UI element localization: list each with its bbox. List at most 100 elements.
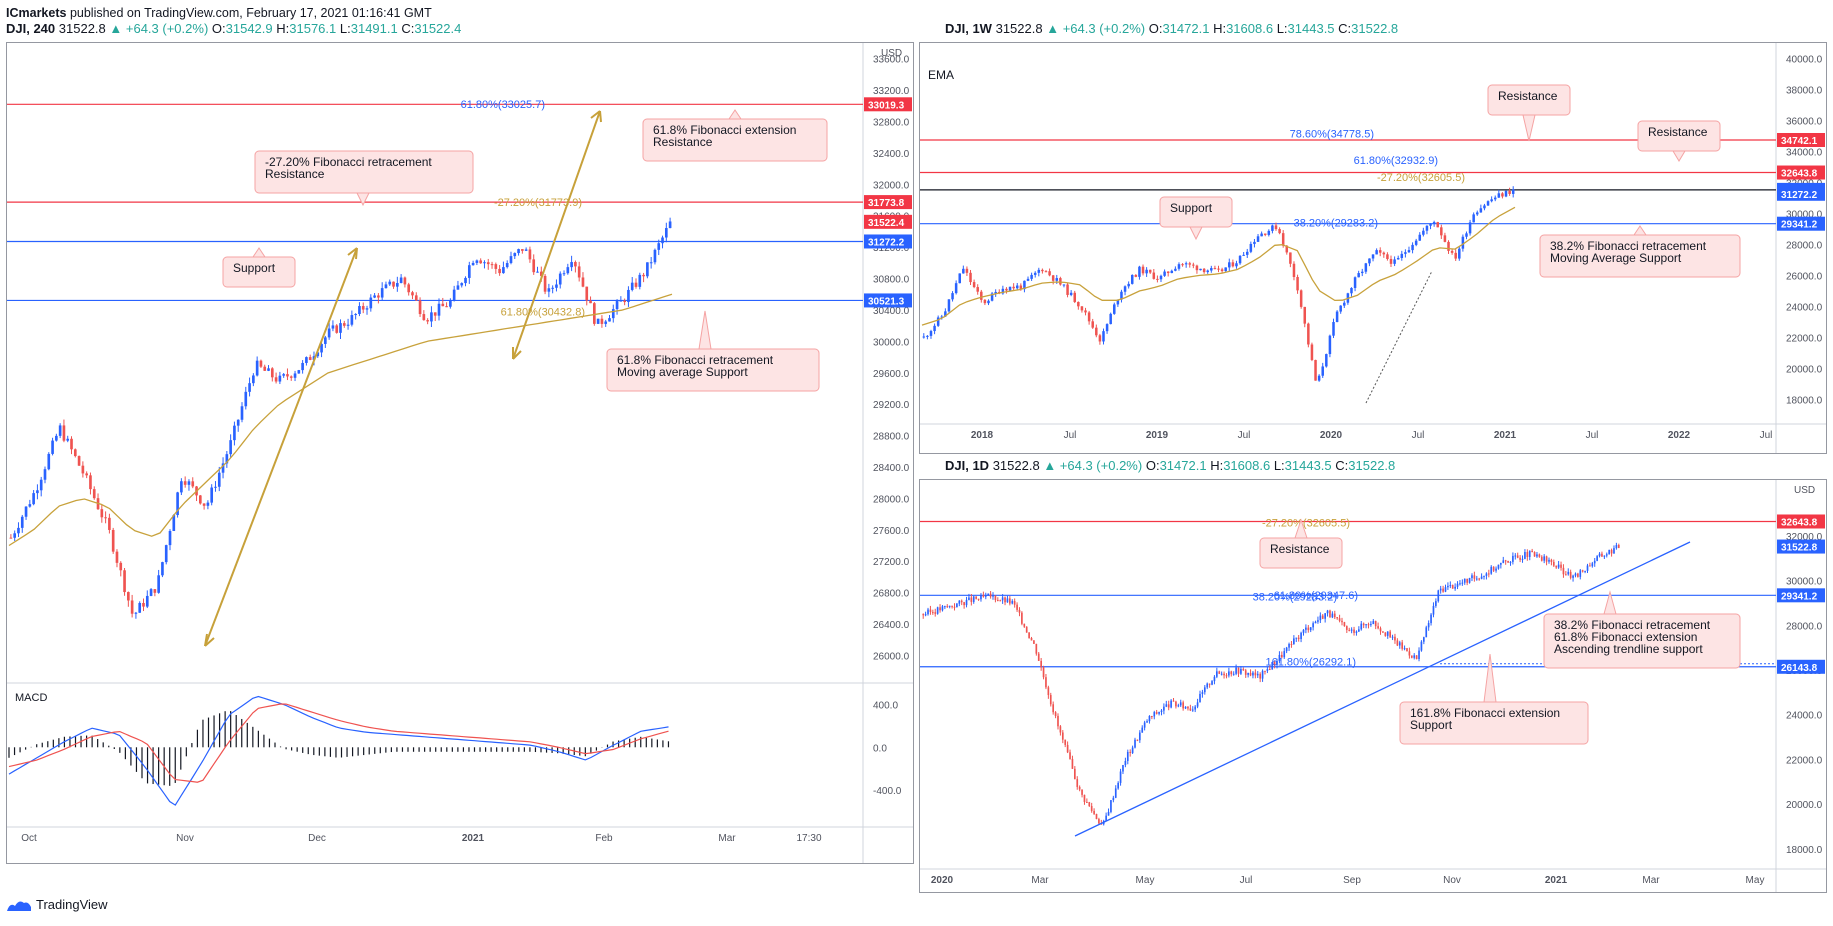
candle-body	[984, 595, 987, 597]
close-value: 31522.4	[414, 21, 462, 36]
candle-body	[1331, 613, 1334, 618]
y-tick-label: 30800.0	[873, 275, 910, 286]
candle-body	[1478, 578, 1481, 580]
candle-body	[221, 463, 225, 473]
candle-body	[1086, 801, 1088, 803]
candle-body	[1569, 571, 1572, 578]
candle-body	[161, 562, 164, 576]
y-tick-label: 29200.0	[873, 400, 910, 411]
candle-body	[1160, 710, 1163, 712]
chart-1d[interactable]: USD32000.030000.028000.026000.024000.022…	[919, 479, 1827, 893]
candle-body	[437, 303, 441, 316]
candle-body	[1090, 806, 1093, 811]
candle-body	[566, 267, 570, 274]
ema-line	[8, 293, 673, 547]
candle-body	[1274, 225, 1278, 230]
candle-body	[1393, 259, 1396, 264]
callout-text: Resistance	[1648, 125, 1708, 139]
candle-body	[1483, 575, 1485, 577]
candle-body	[1232, 673, 1235, 675]
candle-body	[377, 295, 380, 298]
price-label-box	[864, 195, 912, 210]
candle-body	[1533, 552, 1536, 557]
open-value: 31472.1	[1159, 458, 1207, 473]
candle-body	[1059, 726, 1062, 733]
candle-body	[1071, 758, 1074, 769]
candle-body	[134, 612, 138, 614]
x-tick-label: Feb	[595, 833, 613, 844]
candle-body	[1601, 553, 1603, 557]
candle-body	[1249, 672, 1252, 676]
candle-body	[123, 570, 126, 593]
candle-body	[1328, 335, 1332, 355]
candle-body	[963, 602, 965, 606]
candle-body	[1479, 208, 1483, 213]
candle-body	[1167, 704, 1170, 708]
candle-body	[946, 606, 949, 608]
candle-body	[1508, 190, 1511, 194]
candle-body	[1281, 233, 1285, 246]
candle-body	[32, 493, 35, 505]
candle-body	[233, 425, 236, 441]
candle-body	[479, 260, 483, 264]
chart-1w[interactable]: 40000.038000.036000.034000.032000.030000…	[919, 42, 1827, 454]
y-tick-label: 36000.0	[1786, 117, 1823, 128]
fib-label: 61.80%(30432.8)	[501, 306, 585, 318]
candle-body	[980, 594, 982, 600]
candle-body	[1572, 575, 1574, 578]
candle-body	[543, 275, 547, 292]
candle-body	[1145, 269, 1148, 274]
candle-body	[593, 303, 596, 324]
candle-body	[1486, 201, 1490, 206]
candle-body	[1341, 620, 1343, 623]
candle-body	[1437, 590, 1440, 602]
x-tick-label: Jul	[1760, 430, 1773, 441]
symbol-label[interactable]: DJI, 240	[6, 21, 56, 36]
x-tick-label: Nov	[1443, 875, 1461, 886]
trend-dotted	[1365, 270, 1433, 404]
candle-body	[1353, 629, 1355, 633]
candle-body	[517, 249, 520, 254]
candle-body	[1339, 305, 1342, 312]
callout-support: Support	[1159, 196, 1233, 241]
x-tick-label: Mar	[1642, 875, 1660, 886]
candle-body	[471, 262, 475, 266]
candle-body	[958, 273, 961, 284]
candle-body	[1512, 555, 1514, 562]
candle-body	[331, 325, 335, 329]
candle-body	[1087, 312, 1091, 322]
candle-body	[320, 343, 323, 353]
close-value: 31522.8	[1348, 458, 1396, 473]
candle-body	[1077, 301, 1080, 307]
candle-body	[108, 517, 111, 530]
candle-body	[1447, 585, 1449, 588]
candle-body	[1495, 568, 1497, 571]
candle-body	[225, 454, 229, 464]
candle-body	[1084, 310, 1087, 313]
candle-body	[539, 271, 543, 276]
candle-body	[1386, 254, 1389, 259]
symbol-label[interactable]: DJI, 1D	[945, 458, 990, 473]
y-tick-label: 22000.0	[1786, 334, 1823, 345]
candle-body	[1235, 667, 1237, 674]
candle-body	[1292, 263, 1296, 277]
quote-line-1w: DJI, 1W 31522.8 ▲ +64.3 (+0.2%) O:31472.…	[945, 21, 1399, 36]
callout-tip	[252, 247, 266, 258]
candle-body	[267, 368, 270, 371]
candle-body	[1040, 660, 1042, 668]
candle-body	[1228, 262, 1231, 268]
candle-body	[1259, 673, 1262, 679]
candle-body	[1526, 552, 1529, 557]
symbol-label[interactable]: DJI, 1W	[945, 21, 992, 36]
price-label-text: 32643.8	[1781, 517, 1818, 528]
candle-body	[1264, 670, 1266, 672]
candle-body	[388, 281, 392, 285]
candle-body	[1312, 623, 1314, 628]
candle-body	[403, 277, 407, 285]
candle-body	[1374, 621, 1377, 627]
candle-body	[1276, 661, 1278, 665]
candle-body	[1253, 241, 1256, 244]
callout-text: 38.2% Fibonacci retracement	[1554, 618, 1711, 632]
candle-body	[1332, 322, 1335, 336]
